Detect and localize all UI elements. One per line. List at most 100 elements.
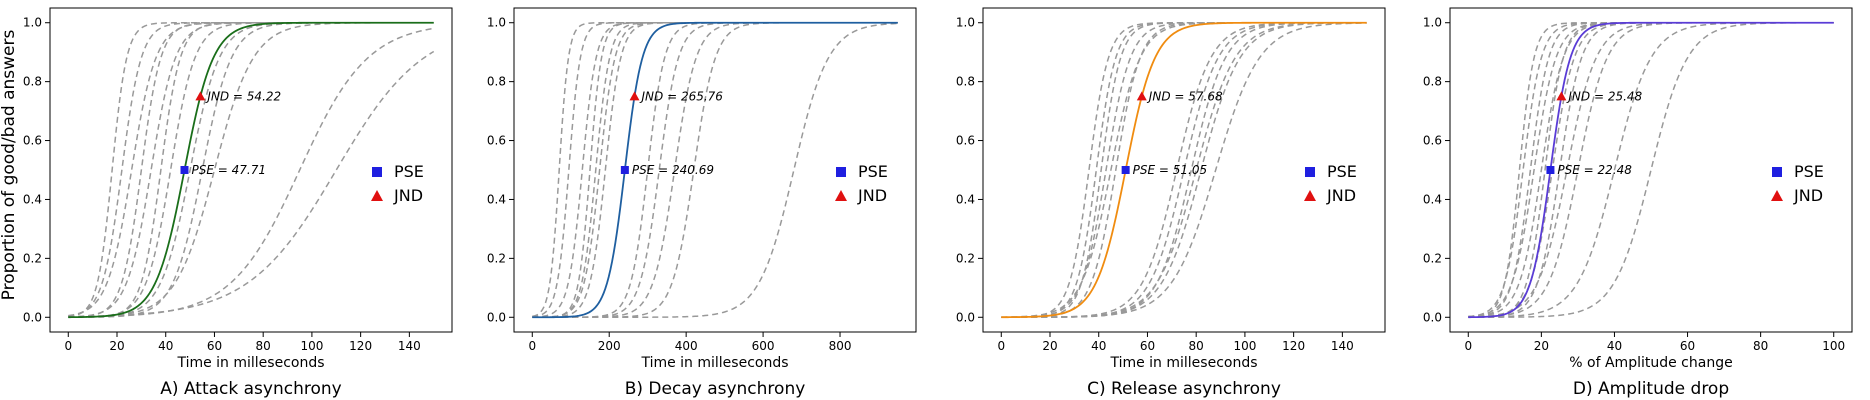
y-tick-label: 0.2	[487, 251, 506, 265]
x-tick-label: 80	[1753, 339, 1768, 353]
x-tick-label: 80	[1189, 339, 1204, 353]
individual-curve	[68, 50, 435, 318]
x-tick-label: 0	[64, 339, 72, 353]
pse-annotation: PSE = 47.71	[192, 163, 266, 177]
legend-jnd-marker	[835, 190, 847, 201]
x-tick-label: 100	[1822, 339, 1845, 353]
individual-curve	[532, 22, 898, 319]
legend-pse-marker	[372, 167, 382, 177]
x-tick-label: 40	[158, 339, 173, 353]
panel-caption: B) Decay asynchrony	[625, 379, 806, 399]
x-tick-label: 100	[300, 339, 323, 353]
x-tick-label: 40	[1607, 339, 1622, 353]
mean-curve	[1001, 21, 1367, 319]
y-tick-label: 1.0	[1423, 16, 1442, 30]
x-axis-label: Time in milleseconds	[1109, 355, 1257, 371]
jnd-marker	[1136, 91, 1147, 101]
jnd-marker	[195, 91, 206, 101]
individual-curve	[532, 21, 898, 318]
x-tick-label: 20	[1042, 339, 1057, 353]
y-tick-label: 0.4	[1423, 192, 1442, 206]
y-tick-label: 0.8	[956, 75, 975, 89]
pse-annotation: PSE = 22.48	[1557, 163, 1632, 177]
x-tick-label: 400	[675, 339, 698, 353]
y-tick-label: 0.2	[956, 251, 975, 265]
x-tick-label: 0	[997, 339, 1005, 353]
jnd-annotation: JND = 265.76	[640, 89, 724, 103]
x-tick-label: 0	[1464, 339, 1472, 353]
x-tick-label: 100	[1233, 339, 1256, 353]
x-tick-label: 60	[1680, 339, 1695, 353]
pse-marker	[180, 166, 189, 174]
y-tick-label: 1.0	[487, 16, 506, 30]
x-tick-label: 800	[829, 339, 852, 353]
legend-pse-marker	[836, 167, 846, 177]
individual-curve	[1468, 21, 1834, 318]
pse-marker	[1121, 166, 1130, 174]
legend-jnd-label: JND	[1793, 186, 1823, 205]
x-tick-label: 600	[752, 339, 775, 353]
individual-curve	[68, 21, 434, 318]
y-tick-label: 0.6	[487, 134, 506, 148]
plot-area	[1001, 21, 1367, 319]
legend-pse-label: PSE	[858, 162, 888, 181]
x-tick-label: 120	[1282, 339, 1305, 353]
y-tick-label: 1.0	[956, 16, 975, 30]
plot-area	[1468, 21, 1834, 319]
panel-caption: A) Attack asynchrony	[160, 379, 341, 399]
individual-curve	[68, 21, 434, 318]
individual-curve	[68, 21, 434, 318]
pse-marker	[1546, 166, 1555, 174]
panel-caption: C) Release asynchrony	[1087, 379, 1281, 399]
y-tick-label: 0.0	[956, 310, 975, 324]
legend-pse-label: PSE	[1327, 162, 1357, 181]
y-tick-label: 0.0	[487, 310, 506, 324]
individual-curve	[68, 21, 434, 318]
mean-curve	[68, 21, 434, 319]
individual-curve	[1001, 22, 1367, 319]
x-axis-label: Time in milleseconds	[176, 355, 324, 371]
pse-annotation: PSE = 240.69	[632, 163, 714, 177]
y-tick-label: 1.0	[23, 16, 42, 30]
legend-jnd-label: JND	[1326, 186, 1356, 205]
x-tick-label: 0	[528, 339, 536, 353]
legend-pse-marker	[1772, 167, 1782, 177]
pse-annotation: PSE = 51.05	[1133, 163, 1207, 177]
y-tick-label: 0.0	[23, 310, 42, 324]
legend: PSE JND	[835, 162, 888, 205]
mean-curve	[532, 21, 898, 319]
individual-curve	[532, 21, 898, 318]
y-tick-label: 0.4	[487, 192, 506, 206]
legend: PSE JND	[1771, 162, 1824, 205]
plot-frame	[982, 7, 1386, 333]
plot-area	[68, 21, 435, 319]
y-tick-label: 0.8	[23, 75, 42, 89]
jnd-annotation: JND = 54.22	[205, 89, 281, 103]
legend-jnd-marker	[1771, 190, 1783, 201]
jnd-marker	[629, 91, 640, 101]
x-tick-label: 60	[207, 339, 222, 353]
x-tick-label: 120	[349, 339, 372, 353]
x-tick-label: 80	[256, 339, 271, 353]
legend-pse-label: PSE	[1794, 162, 1824, 181]
x-tick-label: 20	[109, 339, 124, 353]
y-tick-label: 0.4	[956, 192, 975, 206]
plot-frame	[49, 7, 453, 333]
y-tick-label: 0.2	[1423, 251, 1442, 265]
x-axis-label: Time in milleseconds	[640, 355, 788, 371]
legend-jnd-marker	[1304, 190, 1316, 201]
jnd-marker	[1556, 91, 1567, 101]
legend: PSE JND	[371, 162, 424, 205]
legend-pse-marker	[1305, 167, 1315, 177]
y-tick-label: 0.4	[23, 192, 42, 206]
y-tick-label: 0.8	[487, 75, 506, 89]
jnd-annotation: JND = 25.48	[1566, 89, 1642, 103]
legend-jnd-label: JND	[393, 186, 423, 205]
chart-panel-3: 0 20 40 60 80 100 120 140 0.0 0.2 0.4 0.6 0.8 1.0 Time…	[956, 7, 1386, 399]
individual-curve	[68, 21, 434, 318]
y-axis-label: Proportion of good/bad answers	[0, 30, 19, 301]
x-tick-label: 140	[398, 339, 421, 353]
jnd-annotation: JND = 57.68	[1147, 89, 1223, 103]
plot-area	[532, 21, 898, 319]
